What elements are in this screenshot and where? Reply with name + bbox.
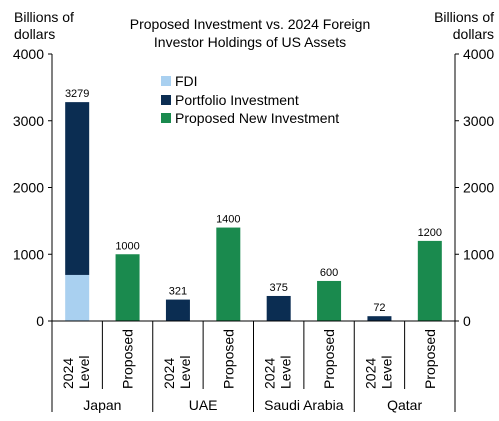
- y-tick-label-right: 2000: [463, 180, 494, 196]
- bar-category-label-line-2: Level: [378, 356, 394, 389]
- y-tick-label-left: 1000: [13, 246, 44, 262]
- bar-value-label-qatar-proposed: 1200: [418, 227, 442, 239]
- y-axis-label-left-line-2: dollars: [14, 26, 55, 42]
- bar-proposed-saudi-arabia: [317, 280, 342, 321]
- bar-value-label-uae-2024: 321: [169, 286, 187, 298]
- bar-proposed-uae: [216, 227, 241, 321]
- chart-title-line-1: Proposed Investment vs. 2024 Foreign: [130, 16, 370, 32]
- y-axis-label-right-line-1: Billions of: [434, 9, 494, 25]
- bar-category-label-line-1: 2024: [262, 358, 278, 389]
- bar-proposed-japan: [115, 254, 140, 321]
- bar-category-label-line-1: 2024: [60, 358, 76, 389]
- y-tick-label-left: 4000: [13, 46, 44, 62]
- y-tick-label-right: 1000: [463, 246, 494, 262]
- legend-label-proposed-new-investment: Proposed New Investment: [175, 110, 339, 126]
- bar-value-label-japan-2024: 3279: [65, 88, 89, 100]
- bar-portfolio-japan: [65, 102, 90, 275]
- y-tick-label-right: 3000: [463, 113, 494, 129]
- y-axis-label-left-line-1: Billions of: [14, 9, 74, 25]
- bar-value-label-japan-proposed: 1000: [115, 240, 139, 252]
- bar-category-label-line-2: Level: [278, 356, 294, 389]
- legend-swatch-fdi: [161, 76, 171, 86]
- bar-category-label-line-2: Level: [76, 356, 92, 389]
- bar-value-label-uae-proposed: 1400: [216, 214, 240, 226]
- group-label-qatar: Qatar: [387, 397, 422, 413]
- bar-category-label-line-1: 2024: [161, 358, 177, 389]
- group-label-japan: Japan: [83, 397, 121, 413]
- legend: FDI Portfolio Investment Proposed New In…: [161, 73, 339, 126]
- bar-proposed-qatar: [417, 240, 442, 321]
- y-tick-label-left: 2000: [13, 180, 44, 196]
- y-tick-label-left: 3000: [13, 113, 44, 129]
- bar-category-label-line-1: 2024: [362, 358, 378, 389]
- bar-portfolio-saudi-arabia: [266, 295, 291, 321]
- y-tick-label-left: 0: [36, 313, 44, 329]
- bar-category-label-line-2: Level: [177, 356, 193, 389]
- legend-swatch-proposed-new-investment: [161, 113, 171, 123]
- bar-category-label: Proposed: [321, 329, 337, 389]
- y-tick-label-right: 0: [463, 313, 471, 329]
- bar-value-label-qatar-2024: 72: [373, 302, 385, 314]
- group-label-uae: UAE: [189, 397, 218, 413]
- group-label-saudi-arabia: Saudi Arabia: [264, 397, 344, 413]
- bar-portfolio-qatar: [367, 316, 392, 321]
- bar-category-label: Proposed: [220, 329, 236, 389]
- bar-category-label: Proposed: [120, 329, 136, 389]
- bar-portfolio-uae: [165, 299, 190, 321]
- bar-fdi-japan: [65, 274, 90, 321]
- legend-swatch-portfolio-investment: [161, 95, 171, 105]
- bar-value-label-saudi-arabia-proposed: 600: [320, 267, 338, 279]
- bar-value-label-saudi-arabia-2024: 375: [270, 282, 288, 294]
- legend-label-portfolio-investment: Portfolio Investment: [175, 92, 299, 108]
- bar-category-label: Proposed: [422, 329, 438, 389]
- y-axis-label-right-line-2: dollars: [453, 26, 494, 42]
- legend-label-fdi: FDI: [175, 73, 198, 89]
- chart-title-line-2: Investor Holdings of US Assets: [154, 34, 346, 50]
- y-tick-label-right: 4000: [463, 46, 494, 62]
